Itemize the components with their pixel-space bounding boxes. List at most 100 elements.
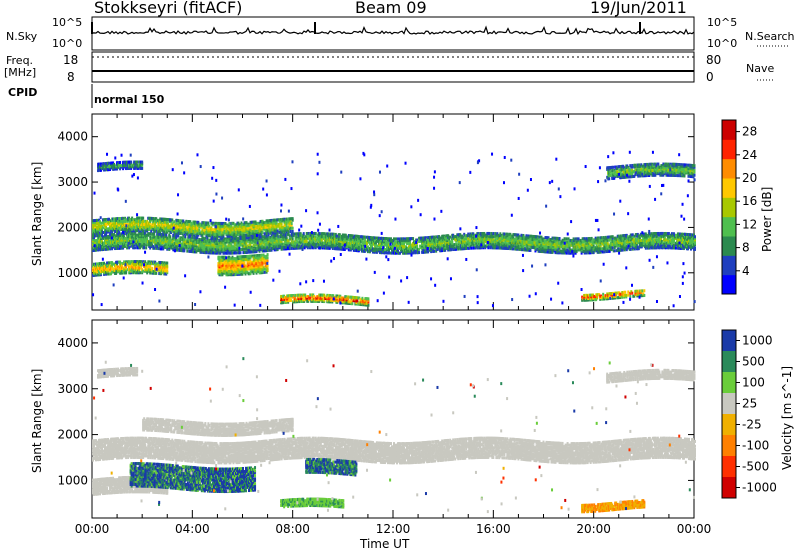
power-cell	[173, 229, 176, 233]
power-cell	[250, 225, 253, 229]
power-cell	[668, 235, 671, 239]
power-cell	[193, 222, 196, 226]
power-cell	[115, 242, 118, 246]
power-cell	[147, 227, 150, 231]
power-cell	[288, 247, 291, 251]
power-cell	[145, 233, 148, 237]
power-cell	[336, 236, 339, 240]
power-cell	[691, 236, 694, 240]
power-cell	[684, 236, 687, 240]
power-cell	[488, 231, 491, 235]
power-cell	[603, 240, 606, 244]
power-cell	[105, 233, 108, 237]
power-cell	[253, 243, 256, 247]
power-cell	[285, 244, 288, 248]
power-cell	[679, 234, 682, 238]
power-cell	[404, 248, 407, 252]
power-cell	[210, 240, 213, 244]
power-cell	[237, 251, 240, 255]
power-cell	[544, 243, 547, 247]
power-cell	[436, 243, 439, 247]
power-cell	[566, 240, 569, 244]
power-cell	[444, 236, 447, 240]
power-cell	[578, 245, 581, 249]
power-cell	[105, 235, 108, 239]
power-cell	[464, 240, 467, 244]
power-cell	[318, 240, 321, 244]
power-cell	[428, 236, 431, 240]
power-cell	[163, 236, 166, 240]
power-cell	[694, 246, 696, 250]
power-cell	[467, 232, 470, 236]
power-cell	[244, 221, 247, 225]
power-cell	[509, 234, 512, 238]
power-cell	[159, 240, 162, 244]
power-cell	[408, 249, 411, 253]
power-cell	[121, 245, 124, 249]
power-cell	[318, 233, 321, 237]
power-cell	[199, 224, 202, 228]
power-cell	[238, 224, 241, 228]
power-cell	[569, 243, 572, 247]
power-cell	[563, 245, 566, 249]
power-cell	[664, 238, 667, 242]
power-cell	[486, 231, 489, 235]
power-cell	[274, 245, 277, 249]
power-cell	[664, 231, 667, 235]
power-cell	[146, 229, 149, 233]
power-cell	[150, 245, 153, 249]
power-cell	[265, 236, 268, 240]
power-cell	[628, 235, 631, 239]
power-cell	[631, 247, 634, 251]
power-cell	[409, 237, 412, 241]
power-cell	[596, 250, 599, 254]
power-cell	[207, 229, 210, 233]
power-cell	[173, 242, 176, 246]
power-cell	[220, 225, 223, 229]
power-cell	[224, 237, 227, 241]
power-cell	[162, 230, 165, 234]
power-cell	[165, 224, 168, 228]
power-cell	[171, 241, 174, 245]
power-cell	[422, 236, 425, 240]
power-cell	[189, 231, 192, 235]
power-cell	[431, 245, 434, 249]
power-cell	[106, 227, 109, 231]
power-cell	[292, 234, 295, 238]
power-cell	[228, 243, 231, 247]
power-cell	[136, 219, 139, 223]
power-cell	[481, 235, 484, 239]
power-cell	[578, 248, 581, 252]
power-cell	[360, 249, 363, 253]
power-cell	[644, 238, 647, 242]
power-cell	[589, 240, 592, 244]
power-cell	[624, 235, 627, 239]
power-cell	[201, 249, 204, 253]
power-cell	[165, 238, 168, 242]
power-cell	[180, 237, 183, 241]
power-cell	[239, 234, 242, 238]
power-cell	[594, 247, 597, 251]
power-cell	[610, 235, 613, 239]
power-cell	[320, 235, 323, 239]
power-cell	[243, 222, 246, 226]
power-cell	[238, 229, 241, 233]
power-cell	[455, 246, 458, 250]
power-cell	[369, 247, 372, 251]
power-cell	[195, 225, 198, 229]
power-cell	[448, 238, 451, 242]
power-cell	[690, 244, 693, 248]
power-cell	[254, 229, 257, 233]
power-cell	[246, 244, 249, 248]
power-cell	[645, 237, 648, 241]
power-cell	[94, 230, 97, 234]
power-cell	[462, 245, 465, 249]
power-cell	[236, 231, 239, 235]
power-cell	[505, 237, 508, 241]
power-cell	[547, 250, 550, 254]
power-cell	[197, 222, 200, 226]
power-cell	[120, 241, 123, 245]
power-cell	[242, 238, 245, 242]
power-cell	[248, 230, 251, 234]
power-cell	[588, 246, 591, 250]
